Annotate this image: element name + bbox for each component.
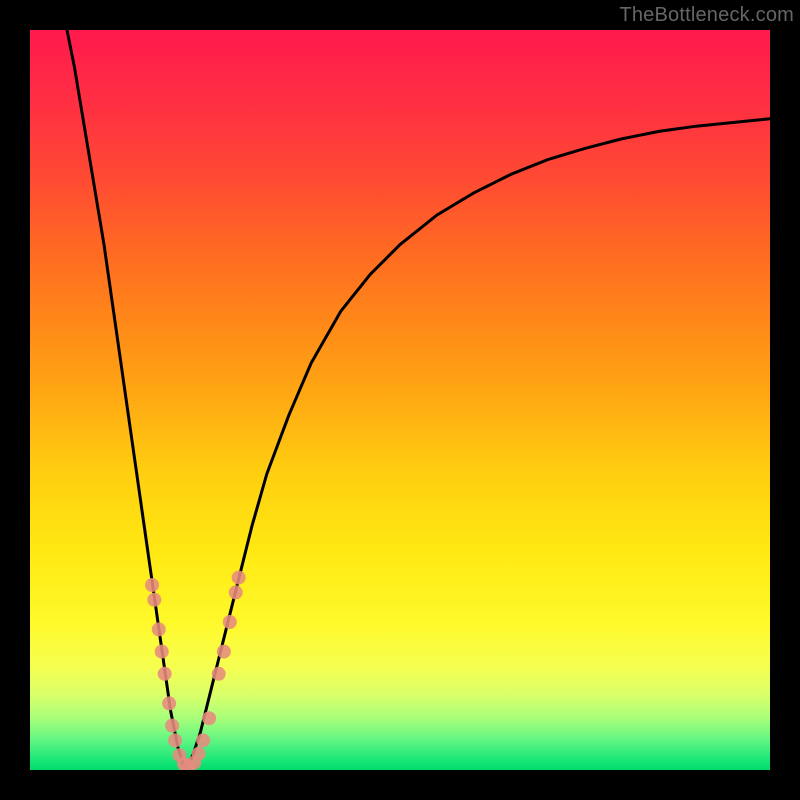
watermark-text: TheBottleneck.com	[619, 4, 794, 27]
data-marker	[145, 578, 159, 592]
data-marker	[196, 733, 210, 747]
data-marker	[217, 645, 231, 659]
data-marker	[152, 622, 166, 636]
data-marker	[155, 645, 169, 659]
data-marker	[192, 747, 206, 761]
data-marker	[162, 696, 176, 710]
data-marker	[147, 593, 161, 607]
data-marker	[165, 719, 179, 733]
curve-layer	[30, 30, 770, 770]
data-marker	[202, 711, 216, 725]
data-marker	[168, 733, 182, 747]
data-marker	[229, 585, 243, 599]
chart-root: TheBottleneck.com	[0, 0, 800, 800]
data-marker	[212, 667, 226, 681]
data-marker	[223, 615, 237, 629]
data-marker	[158, 667, 172, 681]
v-curve	[67, 30, 770, 770]
plot-area	[30, 30, 770, 770]
data-markers	[145, 571, 246, 770]
data-marker	[232, 571, 246, 585]
